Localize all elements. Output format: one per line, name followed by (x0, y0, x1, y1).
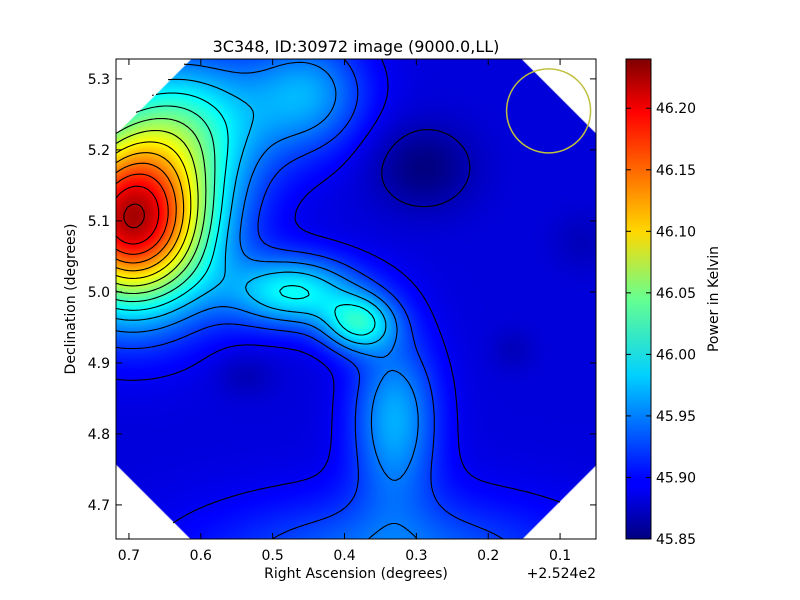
colorbar-tick-label: 45.95 (656, 409, 696, 425)
plot-frame (115, 58, 597, 540)
heatmap-axes: 0.7 0.6 0.5 0.4 0.3 0.2 0.1 4.7 4.8 4.9 5.0 5.1 5.2… (63, 37, 597, 582)
colorbar: 45.85 45.90 45.95 46.00 46.05 46.10 46.15 46.20… (625, 58, 722, 548)
x-tick-label: 0.7 (118, 548, 140, 564)
contour-line (116, 117, 207, 295)
x-axis-offset-label: +2.524e2 (527, 566, 596, 582)
contour-line (116, 61, 419, 539)
y-tick-label: 5.0 (88, 285, 110, 301)
y-axis-label: Declination (degrees) (63, 224, 79, 375)
colorbar-ticks: 45.85 45.90 45.95 46.00 46.05 46.10 46.15 46.20 (626, 101, 696, 548)
colorbar-bar (625, 58, 652, 540)
contour-line (116, 173, 169, 255)
colorbar-tick-label: 46.15 (656, 163, 696, 179)
contour-line (116, 59, 561, 524)
colorbar-tick-label: 45.85 (656, 532, 696, 548)
contour-line (381, 129, 471, 208)
contour-line (116, 141, 192, 279)
y-tick-label: 4.9 (88, 356, 110, 372)
contour-line (116, 78, 387, 345)
contour-line (116, 59, 504, 539)
colorbar-tick-label: 46.10 (656, 224, 696, 240)
contour-lines (116, 59, 561, 539)
y-tick-label: 5.3 (88, 72, 110, 88)
x-tick-label: 0.2 (477, 548, 499, 564)
colorbar-tick-label: 46.05 (656, 286, 696, 302)
colorbar-tick-label: 46.20 (656, 101, 696, 117)
x-tick-label: 0.5 (262, 548, 284, 564)
colorbar-label: Power in Kelvin (706, 246, 722, 352)
beam-circle (505, 68, 592, 154)
contour-line (116, 92, 376, 336)
chart-title: 3C348, ID:30972 image (9000.0,LL) (213, 37, 500, 56)
colorbar-tick-label: 46.00 (656, 347, 696, 363)
y-tick-label: 4.8 (88, 427, 110, 443)
heatmap-image (116, 59, 596, 539)
x-tick-label: 0.4 (333, 548, 355, 564)
y-axis-ticks: 4.7 4.8 4.9 5.0 5.1 5.2 5.3 (88, 72, 596, 514)
contour-line (116, 152, 185, 272)
contour-line (116, 129, 199, 287)
contour-line (123, 203, 145, 229)
contour-line (116, 105, 216, 303)
x-tick-label: 0.6 (190, 548, 212, 564)
x-axis-label: Right Ascension (degrees) (264, 566, 448, 582)
x-axis-ticks: 0.7 0.6 0.5 0.4 0.3 0.2 0.1 (118, 59, 571, 564)
y-tick-label: 5.1 (88, 214, 110, 230)
heatmap-image-holder (116, 59, 596, 539)
x-tick-label: 0.3 (405, 548, 427, 564)
y-tick-label: 4.7 (88, 498, 110, 514)
x-tick-label: 0.1 (549, 548, 571, 564)
contour-line (116, 185, 160, 245)
colorbar-tick-label: 45.90 (656, 470, 696, 486)
y-tick-label: 5.2 (88, 143, 110, 159)
